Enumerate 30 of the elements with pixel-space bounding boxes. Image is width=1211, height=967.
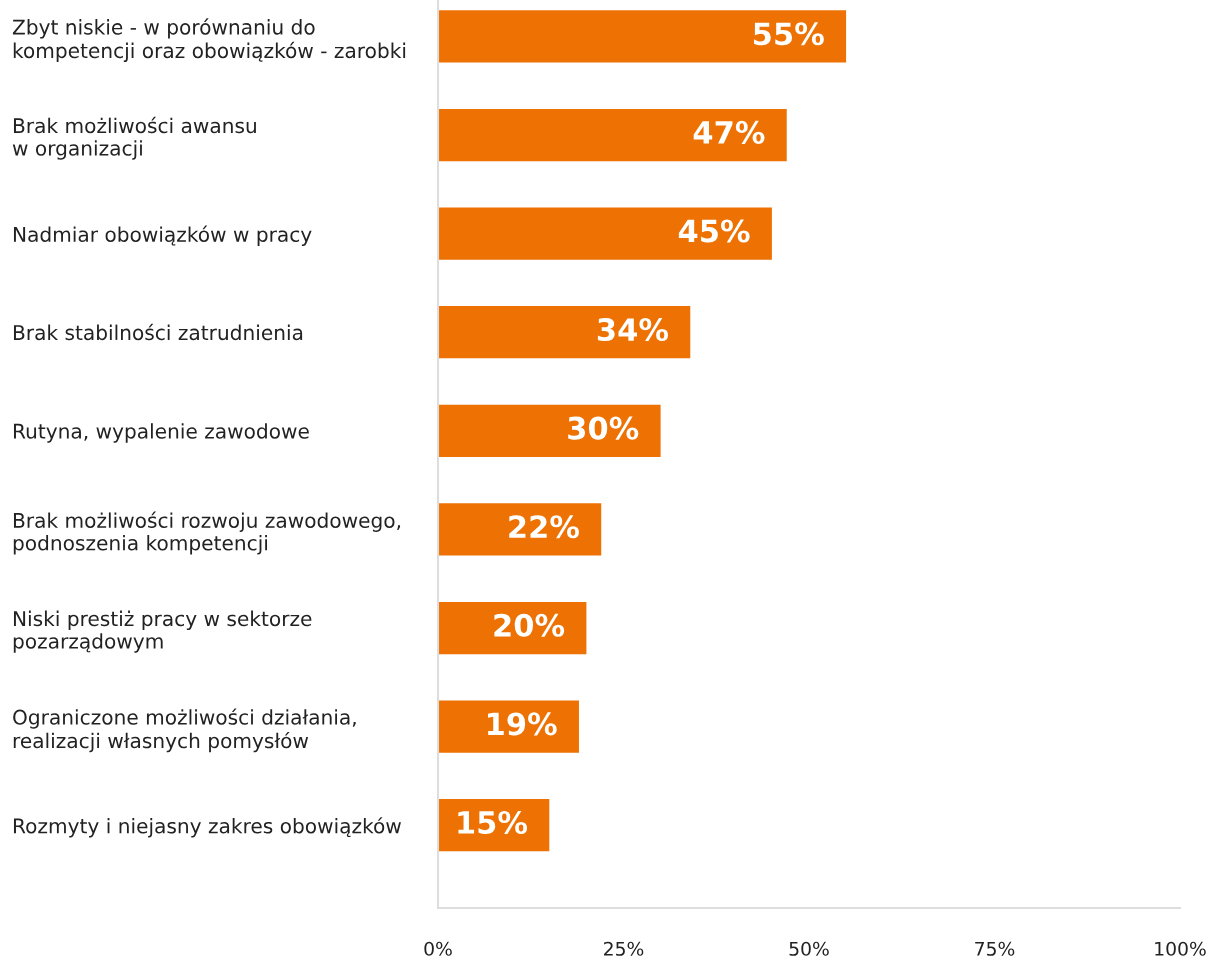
y-tick-label: Nadmiar obowiązków w pracy <box>13 225 312 246</box>
bar <box>438 404 661 457</box>
y-tick-label: Ograniczone możliwości działania, realizacji własnych pomysłów <box>13 708 356 753</box>
x-tick-label: 25% <box>604 941 644 956</box>
y-tick-label: Zbyt niskie - w porównaniu do kompetencji oraz obowiązków - zarobki <box>12 18 406 63</box>
y-tick-label: Niski prestiż pracy w sektorze pozarządowym <box>13 610 312 653</box>
bar <box>438 700 579 753</box>
data-label: 15% <box>458 810 528 835</box>
x-tick-label: 75% <box>975 941 1015 956</box>
data-label: 30% <box>568 416 639 440</box>
y-tick-label: Brak możliwości rozwoju zawodowego, podnoszenia kompetencji <box>13 511 401 555</box>
x-tick-label: 100% <box>1155 941 1206 956</box>
data-label: 20% <box>494 613 565 637</box>
y-tick-label: Rozmyty i niejasny zakres obowiązków <box>13 817 401 838</box>
bar <box>438 503 602 556</box>
y-tick-label: Brak stabilności zatrudnienia <box>13 323 303 341</box>
data-label: 22% <box>509 515 579 539</box>
y-tick-label: Rutyna, wypalenie zawodowe <box>13 423 309 443</box>
bar <box>438 207 772 260</box>
bar <box>438 306 691 359</box>
bar <box>438 108 787 162</box>
data-label: 47% <box>693 120 765 144</box>
data-label: 45% <box>678 219 750 243</box>
x-tick-label: 0% <box>424 941 452 956</box>
bar <box>438 10 847 63</box>
y-tick-label: Brak możliwości awansu w organizacji <box>12 116 256 160</box>
data-label: 19% <box>488 712 557 736</box>
x-tick-label: 50% <box>789 941 829 956</box>
data-label: 55% <box>754 22 824 46</box>
data-label: 34% <box>597 318 669 342</box>
